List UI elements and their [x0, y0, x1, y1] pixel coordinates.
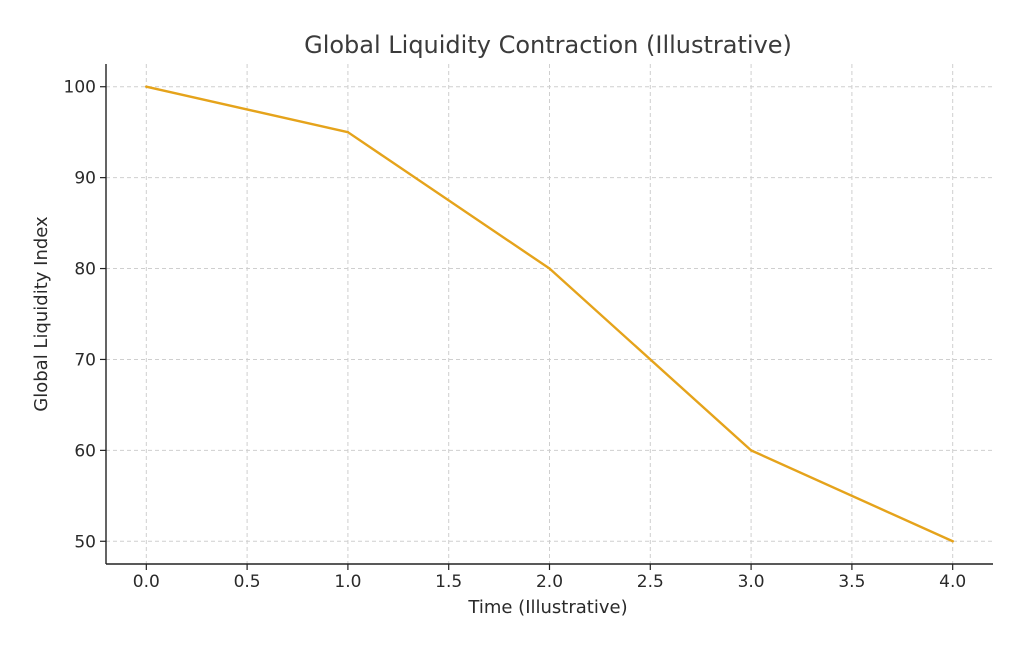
grid [106, 64, 993, 564]
x-tick-label: 0.0 [133, 572, 160, 592]
data-point [145, 85, 148, 88]
y-axis-label: Global Liquidity Index [31, 216, 52, 412]
y-tick-label: 90 [74, 169, 96, 189]
x-tick-label: 3.5 [838, 572, 865, 592]
y-tick-label: 60 [74, 441, 96, 461]
y-tick-label: 70 [74, 350, 96, 370]
y-tick-label: 100 [64, 78, 96, 98]
y-tick-label: 80 [74, 260, 96, 280]
x-tick-label: 0.5 [234, 572, 261, 592]
chart-title: Global Liquidity Contraction (Illustrati… [304, 31, 792, 59]
x-tick-label: 2.5 [637, 572, 664, 592]
x-tick-label: 2.0 [536, 572, 563, 592]
data-point [548, 267, 551, 270]
x-axis-label: Time (Illustrative) [467, 597, 627, 618]
ticks: 0.0 0.5 1.0 1.5 2.0 2.5 3.0 3.5 4.0 50 60 70 80 90 100 [64, 78, 967, 592]
data-point [346, 130, 350, 134]
y-tick-label: 50 [74, 532, 96, 552]
x-tick-label: 4.0 [939, 572, 966, 592]
series-layer [145, 85, 954, 543]
axes [105, 64, 993, 565]
x-tick-label: 1.0 [334, 572, 361, 592]
x-tick-label: 1.5 [435, 572, 462, 592]
data-point [951, 540, 954, 543]
data-point [749, 449, 753, 452]
x-tick-label: 3.0 [738, 572, 765, 592]
